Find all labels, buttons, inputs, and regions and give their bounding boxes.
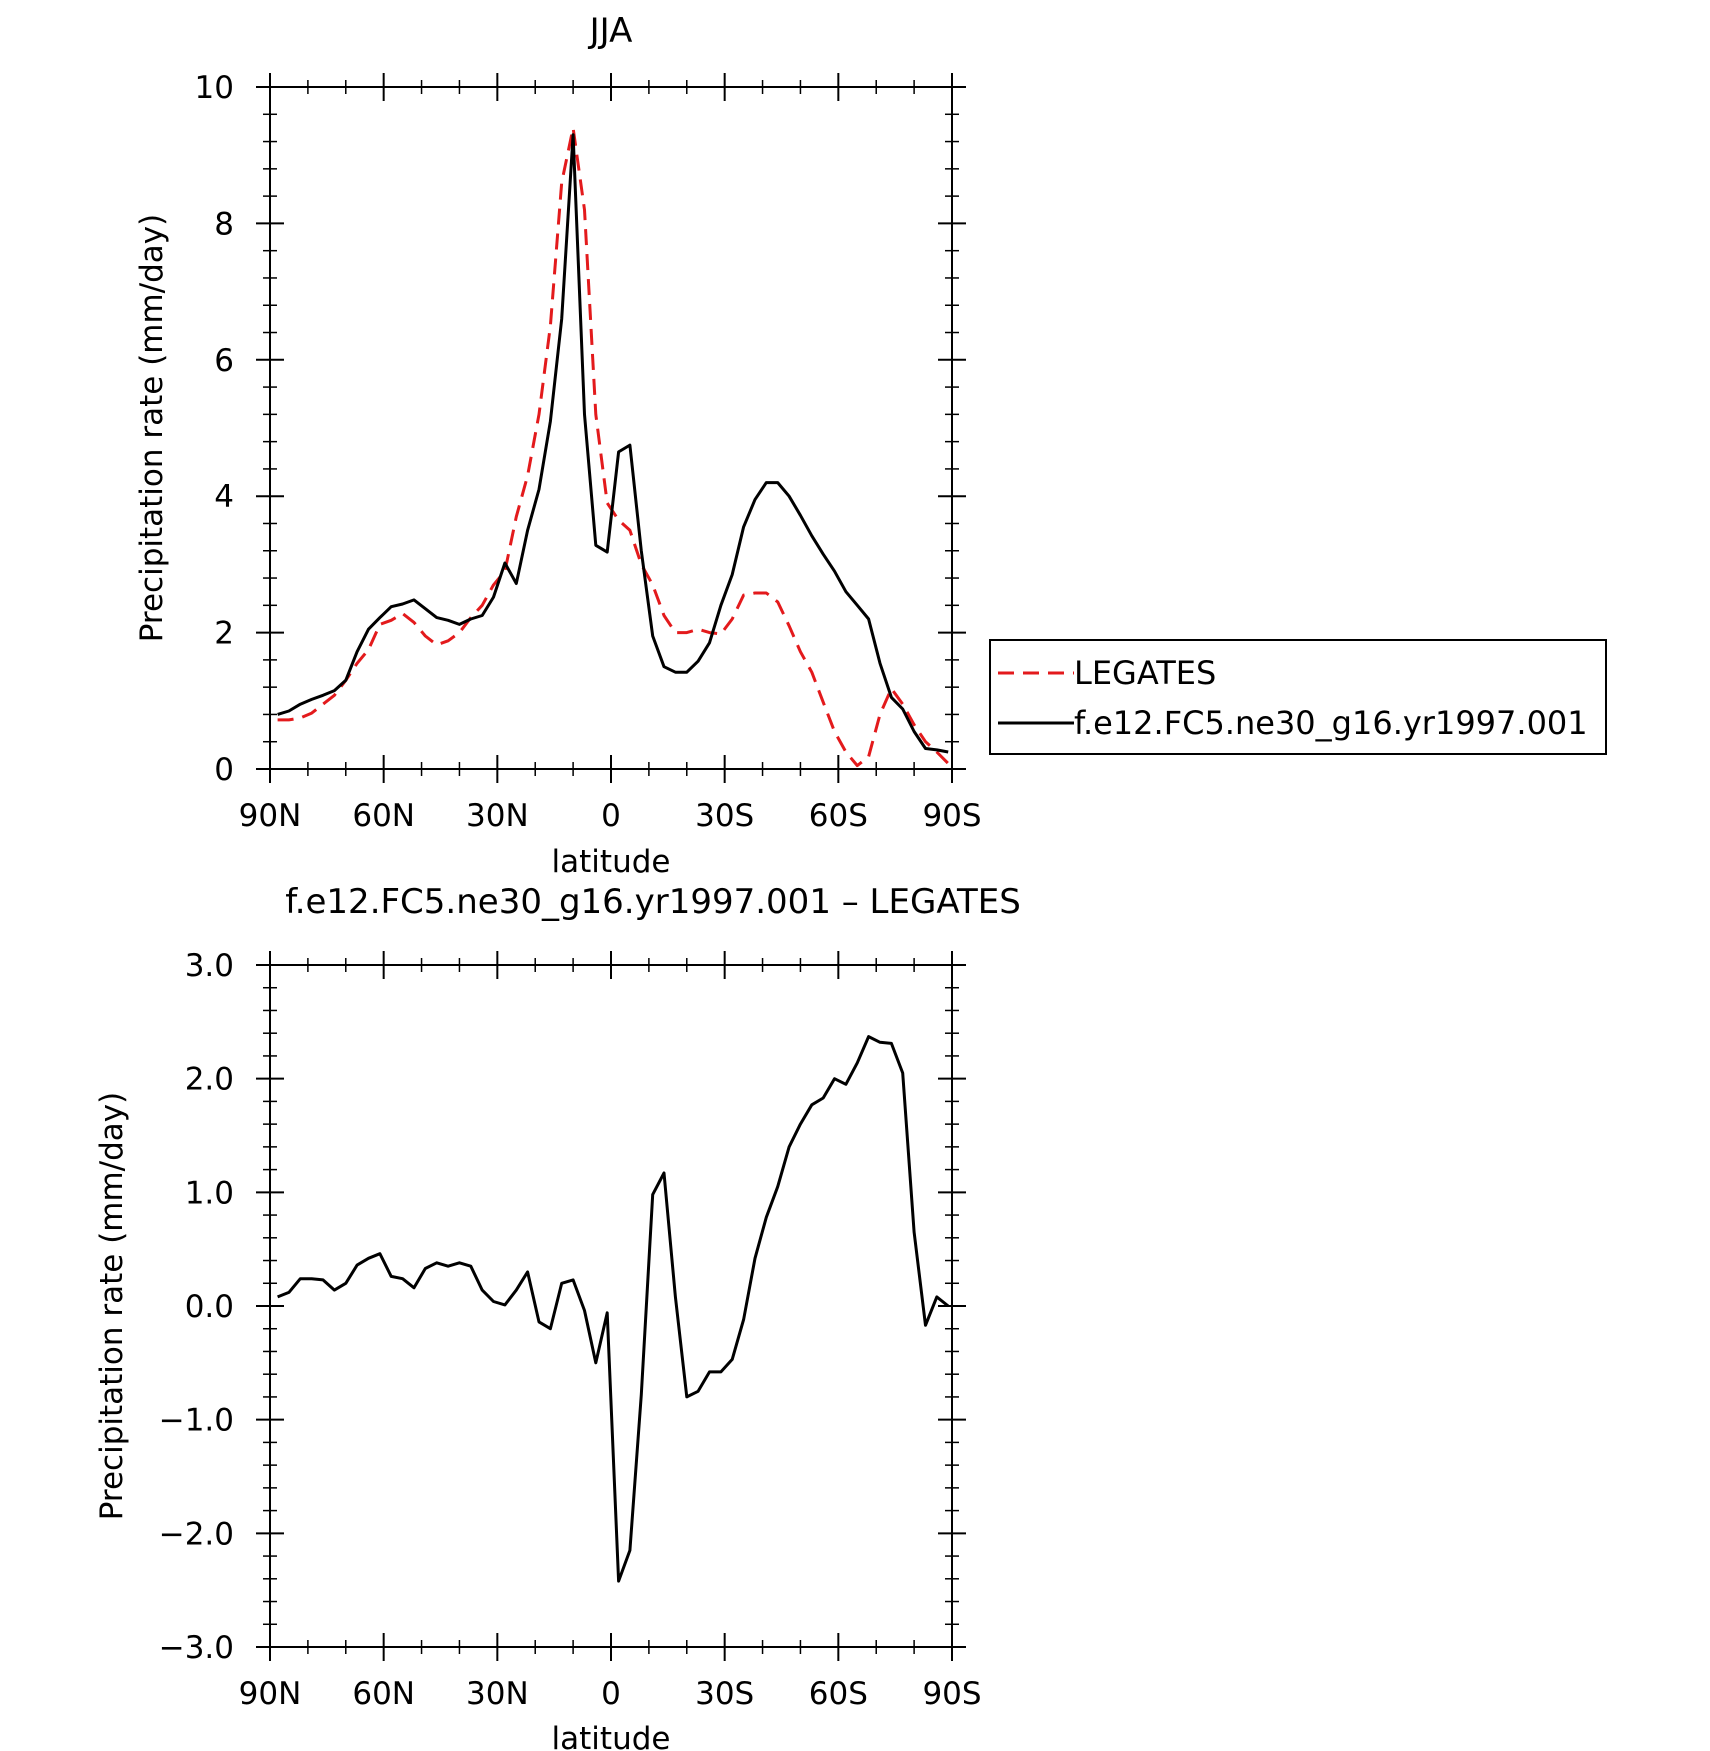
y-tick-label: 2.0	[185, 1062, 234, 1098]
y-tick-label: 3.0	[185, 948, 234, 984]
y-tick-label: −2.0	[159, 1516, 234, 1552]
x-tick-label: 0	[601, 1676, 621, 1712]
y-tick-label: −1.0	[159, 1403, 234, 1439]
chart-title: JJA	[588, 11, 633, 51]
plot-frame	[269, 86, 953, 770]
x-tick-label: 60N	[352, 798, 415, 834]
x-tick-label: 60S	[809, 1676, 868, 1712]
series-line-1	[277, 1035, 950, 1583]
x-tick-label: 90S	[922, 798, 981, 834]
chart-title: f.e12.FC5.ne30_g16.yr1997.001 – LEGATES	[285, 882, 1021, 922]
y-tick-label: 0	[214, 752, 234, 788]
x-tick-label: 90S	[922, 1676, 981, 1712]
x-axis-label: latitude	[552, 844, 671, 880]
legend: LEGATES f.e12.FC5.ne30_g16.yr1997.001	[989, 639, 1607, 755]
y-tick-label: 0.0	[185, 1289, 234, 1325]
y-tick-label: 4	[214, 479, 234, 515]
chart-2: f.e12.FC5.ne30_g16.yr1997.001 – LEGATES −…	[94, 882, 1021, 1751]
y-axis-label: Precipitation rate (mm/day)	[94, 1092, 130, 1521]
legend-box	[989, 639, 1607, 755]
x-tick-label: 90N	[239, 798, 302, 834]
y-tick-label: 6	[214, 343, 234, 379]
y-tick-label: 1.0	[185, 1175, 234, 1211]
x-tick-label: 30S	[695, 798, 754, 834]
chart-1: JJA 0 2 4 6 8 10 90N 60N 30N 0 30S 60S 90S latitude Pre…	[134, 11, 1607, 880]
x-tick-label: 90N	[239, 1676, 302, 1712]
y-tick-label: −3.0	[159, 1630, 234, 1666]
x-tick-label: 60S	[809, 798, 868, 834]
x-tick-label: 60N	[352, 1676, 415, 1712]
x-tick-label: 30N	[466, 1676, 529, 1712]
plot-frame	[269, 964, 953, 1648]
series-line-1	[277, 126, 950, 768]
legend-label-1: LEGATES	[1074, 654, 1216, 692]
x-tick-label: 30N	[466, 798, 529, 834]
y-tick-label: 2	[214, 616, 234, 652]
legend-label-2: f.e12.FC5.ne30_g16.yr1997.001	[1074, 704, 1588, 742]
y-axis-label: Precipitation rate (mm/day)	[134, 214, 170, 643]
x-tick-label: 0	[601, 798, 621, 834]
x-tick-label: 30S	[695, 1676, 754, 1712]
y-tick-label: 10	[195, 70, 234, 106]
x-axis-label: latitude	[552, 1721, 671, 1751]
series-line-2	[277, 133, 949, 754]
y-tick-label: 8	[214, 206, 234, 242]
